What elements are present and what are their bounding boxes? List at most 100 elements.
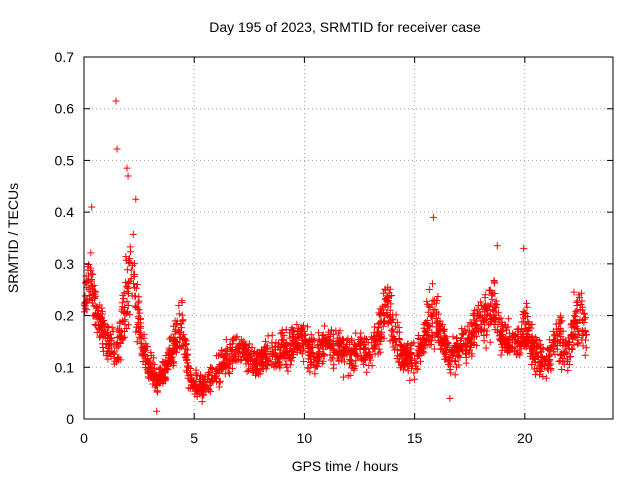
data-point [477, 311, 485, 319]
data-point [200, 384, 208, 392]
data-point [284, 367, 292, 375]
data-point [97, 314, 105, 322]
data-point [205, 371, 213, 379]
data-point [159, 373, 167, 381]
data-point [144, 343, 152, 351]
data-point [125, 255, 133, 263]
data-point [526, 349, 534, 357]
data-point [448, 357, 456, 365]
data-point [498, 320, 506, 328]
data-point [476, 326, 484, 334]
chart-title: Day 195 of 2023, SRMTID for receiver cas… [209, 19, 481, 35]
y-tick-label: 0.6 [55, 101, 75, 117]
x-axis-label: GPS time / hours [292, 458, 399, 474]
data-point [269, 349, 277, 357]
data-point [335, 357, 343, 365]
data-point [162, 352, 170, 360]
data-point [478, 317, 486, 325]
data-point [275, 339, 283, 347]
data-point [484, 302, 492, 310]
data-point [373, 337, 381, 345]
data-point [248, 343, 256, 351]
data-point [565, 353, 573, 361]
data-point [222, 336, 230, 344]
data-point [282, 360, 290, 368]
data-point [233, 333, 241, 341]
data-point [97, 322, 105, 330]
data-point [522, 326, 530, 334]
data-point [556, 339, 564, 347]
data-point [395, 323, 403, 331]
data-point [262, 354, 270, 362]
data-point [491, 279, 499, 287]
data-point [522, 309, 530, 317]
data-point [421, 342, 429, 350]
data-point [505, 315, 513, 323]
data-point [569, 321, 577, 329]
data-point [376, 305, 384, 313]
data-point [137, 315, 145, 323]
data-point [89, 283, 97, 291]
data-point [397, 342, 405, 350]
data-point [429, 213, 437, 221]
data-point [546, 344, 554, 352]
data-point [377, 311, 385, 319]
data-point [127, 248, 135, 256]
data-point [171, 330, 179, 338]
data-point [522, 299, 530, 307]
data-point [131, 302, 139, 310]
data-point [308, 360, 316, 368]
data-point [418, 334, 426, 342]
data-point [428, 280, 436, 288]
data-point [486, 311, 494, 319]
data-point [574, 340, 582, 348]
data-point [278, 329, 286, 337]
data-point [491, 300, 499, 308]
data-point [575, 339, 583, 347]
data-point [386, 317, 394, 325]
data-point [150, 354, 158, 362]
data-point [495, 309, 503, 317]
data-point [182, 340, 190, 348]
data-point [274, 354, 282, 362]
data-point [371, 332, 379, 340]
data-point [521, 309, 529, 317]
data-point [268, 339, 276, 347]
data-point [454, 352, 462, 360]
data-point [88, 203, 96, 211]
grid-lines [84, 57, 613, 419]
data-point [357, 329, 365, 337]
data-point [351, 342, 359, 350]
data-point [339, 352, 347, 360]
data-point [216, 362, 224, 370]
data-point [524, 339, 532, 347]
data-point [558, 317, 566, 325]
data-point [428, 301, 436, 309]
data-point [86, 295, 94, 303]
data-point [387, 300, 395, 308]
data-point [253, 350, 261, 358]
data-point [113, 145, 121, 153]
data-point [410, 369, 418, 377]
data-point [428, 319, 436, 327]
data-point [251, 356, 259, 364]
data-point [478, 328, 486, 336]
data-point [406, 376, 414, 384]
data-point [225, 368, 233, 376]
data-point [177, 343, 185, 351]
data-point [327, 356, 335, 364]
data-point [385, 313, 393, 321]
data-point [209, 377, 217, 385]
data-point [446, 394, 454, 402]
data-point [289, 336, 297, 344]
data-point [581, 351, 589, 359]
data-point [518, 335, 526, 343]
data-point [482, 344, 490, 352]
data-point [280, 336, 288, 344]
data-point [319, 357, 327, 365]
data-point [391, 336, 399, 344]
data-point [377, 330, 385, 338]
data-point [192, 378, 200, 386]
data-point [542, 352, 550, 360]
data-point [314, 352, 322, 360]
